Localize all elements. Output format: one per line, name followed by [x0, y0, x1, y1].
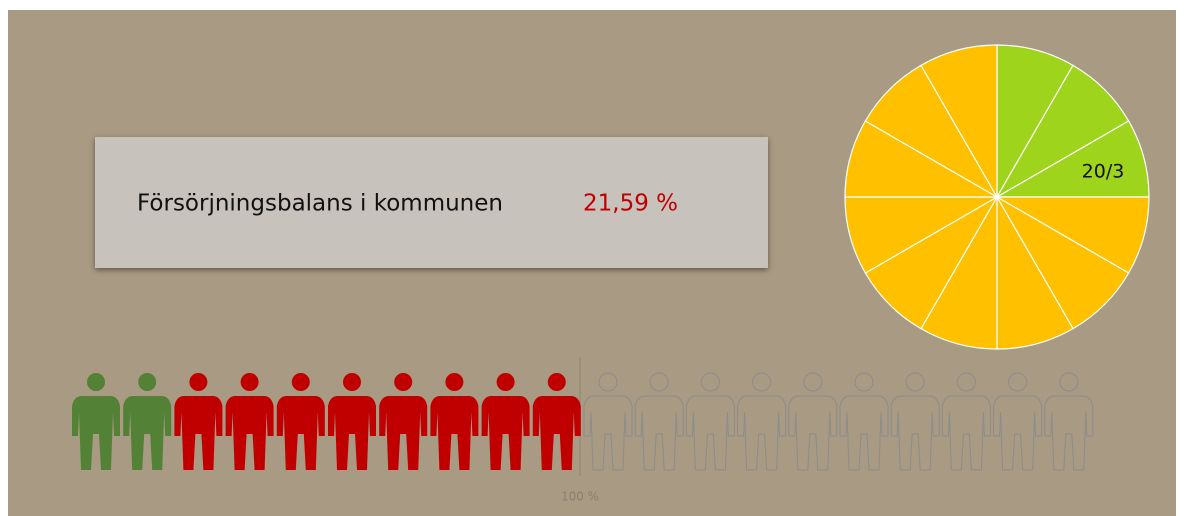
person — [225, 373, 274, 470]
person — [890, 372, 940, 471]
person-head — [496, 373, 515, 391]
person — [737, 372, 787, 471]
person-head — [189, 373, 208, 391]
person-head — [87, 373, 105, 391]
person-body — [941, 395, 991, 471]
person-body — [328, 396, 376, 470]
person — [839, 372, 889, 471]
person-body — [481, 396, 530, 470]
panel — [95, 137, 768, 268]
person — [634, 372, 684, 471]
person — [993, 372, 1043, 471]
pie-slice — [920, 44, 998, 200]
person-head — [394, 373, 413, 391]
person-head — [905, 372, 925, 392]
person — [276, 373, 325, 470]
person — [481, 373, 530, 470]
person-head — [752, 372, 772, 392]
person — [328, 373, 376, 470]
person — [123, 373, 172, 470]
person-body — [225, 396, 274, 470]
person-body — [174, 396, 223, 470]
person-body — [276, 396, 325, 470]
person-head — [138, 373, 157, 391]
person-head — [343, 373, 361, 391]
person-head — [445, 373, 464, 391]
person — [532, 373, 581, 470]
person-head — [291, 373, 310, 391]
person-body — [788, 395, 838, 471]
person-head — [854, 372, 874, 392]
panel-title: Försörjningsbalans i kommunen — [137, 191, 503, 217]
person-body — [1044, 395, 1094, 471]
person — [583, 372, 633, 471]
person-body — [737, 395, 787, 471]
person-head — [956, 372, 976, 392]
person-head — [1059, 372, 1079, 392]
person-body — [532, 396, 581, 470]
person — [1044, 372, 1094, 471]
pie-label: 20/3 — [1082, 161, 1125, 183]
panel-value: 21,59 % — [583, 191, 678, 217]
person-head — [803, 372, 823, 392]
person-body — [123, 396, 172, 470]
person-body — [890, 395, 940, 471]
person-body — [583, 395, 633, 471]
person-body — [993, 395, 1043, 471]
person-body — [839, 395, 889, 471]
person-body — [685, 395, 735, 471]
person — [379, 373, 428, 470]
person — [685, 372, 735, 471]
person-head — [598, 372, 618, 392]
person-head — [240, 373, 259, 391]
person — [941, 372, 991, 471]
person — [72, 373, 120, 470]
person-head — [649, 372, 669, 392]
person-body — [72, 396, 120, 470]
person-head — [700, 372, 720, 392]
person — [430, 373, 479, 470]
person — [174, 373, 223, 470]
person-head — [547, 373, 566, 391]
person-body — [379, 396, 428, 470]
person-head — [1008, 372, 1028, 392]
divider-label: 100 % — [561, 490, 599, 504]
person-body — [430, 396, 479, 470]
person — [788, 372, 838, 471]
person-body — [634, 395, 684, 471]
